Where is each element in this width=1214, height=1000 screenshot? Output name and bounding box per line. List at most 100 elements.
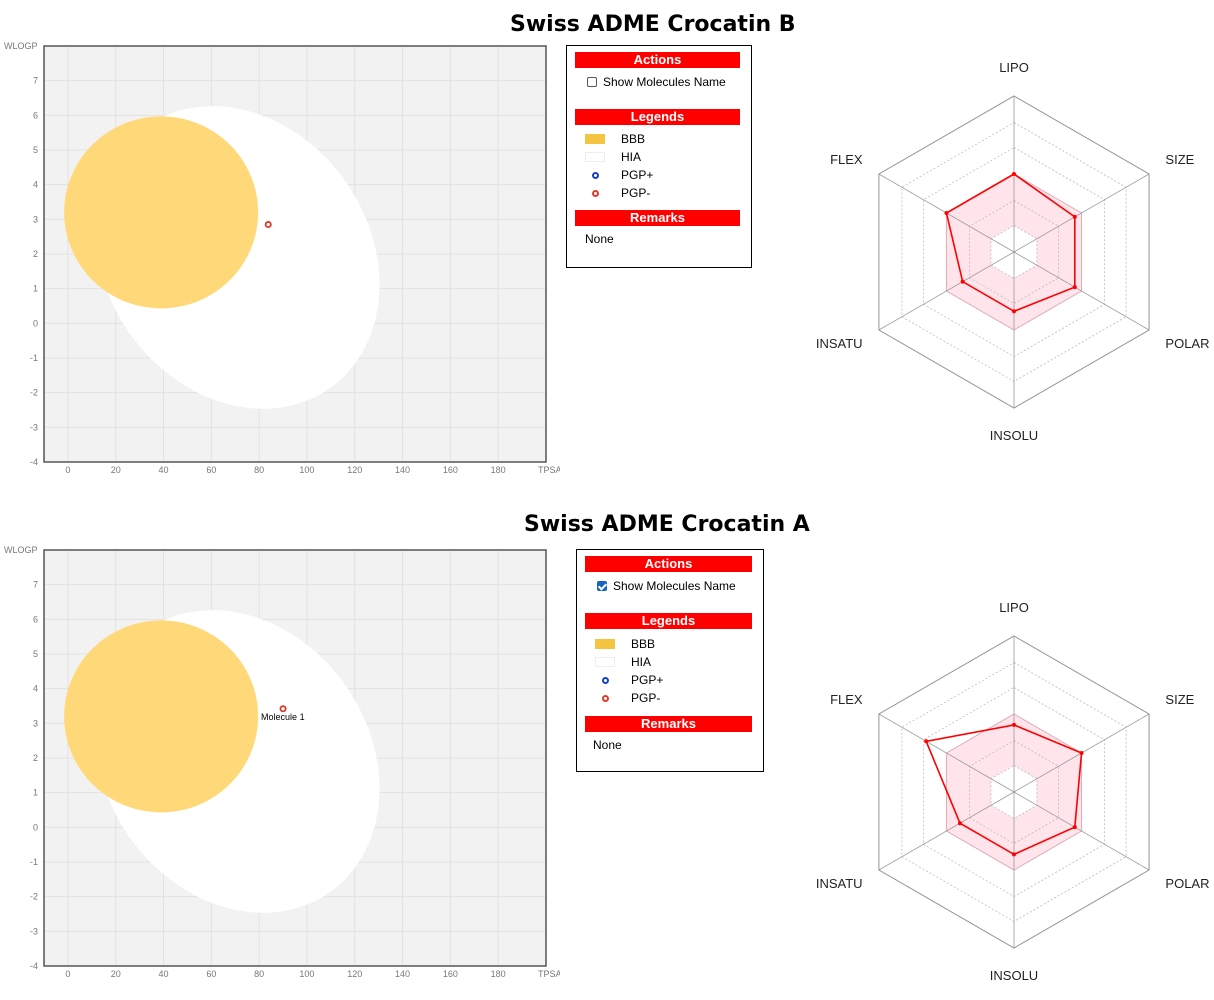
- radar-point: [924, 739, 929, 744]
- actions-header: Actions: [575, 52, 740, 68]
- x-tick-label: 0: [65, 969, 70, 979]
- radar-point: [1012, 852, 1016, 857]
- radar-axis-label: POLAR: [1165, 876, 1209, 891]
- radar-point: [944, 211, 949, 215]
- y-tick-label: 1: [33, 788, 38, 798]
- y-tick-label: 5: [33, 145, 38, 155]
- legend-item-bbb: BBB: [595, 637, 655, 651]
- y-tick-label: -4: [30, 457, 38, 467]
- legend-label-bbb: BBB: [621, 132, 646, 146]
- pgp-minus-circle-icon: [585, 189, 605, 197]
- x-tick-label: 20: [111, 969, 121, 979]
- x-tick-label: 60: [206, 969, 216, 979]
- x-tick-label: 60: [206, 465, 216, 475]
- x-tick-label: 40: [159, 465, 169, 475]
- pgp-plus-circle-icon: [595, 676, 615, 684]
- x-axis-label: TPSA: [538, 465, 560, 475]
- y-tick-label: 0: [33, 318, 38, 328]
- show-molecules-name-label: Show Molecules Name: [613, 579, 736, 593]
- x-tick-label: 0: [65, 465, 70, 475]
- bioavailability-radar-crocatin-b: LIPO SIZE POLAR INSOLU INSATU FLEX: [816, 60, 1210, 443]
- remarks-header: Remarks: [585, 716, 752, 732]
- y-tick-label: 3: [33, 718, 38, 728]
- y-tick-label: -2: [30, 388, 38, 398]
- y-tick-label: 4: [33, 684, 38, 694]
- legend-item-pgp-plus: PGP+: [595, 673, 663, 687]
- x-tick-label: 180: [491, 969, 506, 979]
- radar-point: [1072, 285, 1077, 290]
- y-tick-label: 5: [33, 649, 38, 659]
- radar-spoke: [1013, 251, 1150, 331]
- x-tick-label: 100: [299, 969, 314, 979]
- radar-axis-label: SIZE: [1165, 152, 1194, 167]
- y-tick-label: -3: [30, 422, 38, 432]
- legend-label-hia: HIA: [631, 655, 652, 669]
- x-tick-label: 120: [347, 969, 362, 979]
- radar-axis-label: SIZE: [1165, 692, 1194, 707]
- boiled-egg-plot-crocatin-a: 0 20 40 60 80 100 120 140 160 180 -4 -3 -2 -1 0 1 2 3 4 5 6 7…: [4, 545, 560, 979]
- x-tick-label: 80: [254, 969, 264, 979]
- y-tick-label: -3: [30, 926, 38, 936]
- y-tick-label: 6: [33, 614, 38, 624]
- y-tick-label: 6: [33, 110, 38, 120]
- bbb-swatch: [585, 134, 605, 144]
- radar-outer-frame: [878, 95, 1150, 409]
- checkbox-checked-icon[interactable]: [597, 581, 607, 591]
- hia-swatch: [585, 152, 605, 162]
- y-tick-label: -1: [30, 857, 38, 867]
- legend-item-pgp-minus: PGP-: [585, 186, 650, 200]
- legend-label-bbb: BBB: [631, 637, 656, 651]
- radar-point: [960, 279, 965, 284]
- x-tick-label: 40: [159, 969, 169, 979]
- radar-axis-label: LIPO: [999, 600, 1029, 615]
- bioavailability-radar-crocatin-a: LIPO SIZE POLAR INSOLU INSATU FLEX: [816, 600, 1210, 983]
- x-tick-label: 180: [491, 465, 506, 475]
- boiled-egg-plot-crocatin-b: 0 20 40 60 80 100 120 140 160 180 -4 -3 -2 -1 0 1 2 3 4 5 6 7…: [4, 41, 560, 475]
- y-tick-label: -2: [30, 892, 38, 902]
- radar-axis-label: FLEX: [830, 152, 863, 167]
- show-molecules-name-checkbox[interactable]: Show Molecules Name: [587, 75, 726, 89]
- remarks-value: None: [585, 232, 614, 246]
- checkbox-icon[interactable]: [587, 77, 597, 87]
- legend-label-hia: HIA: [621, 150, 642, 164]
- y-tick-label: -1: [30, 353, 38, 363]
- x-tick-label: 20: [111, 465, 121, 475]
- show-molecules-name-label: Show Molecules Name: [603, 75, 726, 89]
- molecule-point: [264, 221, 272, 229]
- x-tick-label: 160: [443, 465, 458, 475]
- legend-item-bbb: BBB: [585, 132, 645, 146]
- x-tick-label: 100: [299, 465, 314, 475]
- hia-swatch: [595, 657, 615, 667]
- radar-axis-label: INSOLU: [990, 428, 1038, 443]
- legend-item-hia: HIA: [585, 150, 641, 164]
- radar-axis-label: FLEX: [830, 692, 863, 707]
- legends-header: Legends: [575, 109, 740, 125]
- actions-header: Actions: [585, 556, 752, 572]
- legend-label-pgp-minus: PGP-: [621, 186, 651, 200]
- radar-point: [1072, 825, 1077, 830]
- x-tick-label: 160: [443, 969, 458, 979]
- y-tick-label: 0: [33, 822, 38, 832]
- y-tick-label: 2: [33, 249, 38, 259]
- radar-point: [1072, 214, 1077, 219]
- x-tick-label: 120: [347, 465, 362, 475]
- radar-spoke: [1013, 791, 1150, 871]
- legend-item-pgp-plus: PGP+: [585, 168, 653, 182]
- y-tick-label: 1: [33, 284, 38, 294]
- radar-point: [1079, 751, 1084, 755]
- y-tick-label: 7: [33, 580, 38, 590]
- x-tick-label: 80: [254, 465, 264, 475]
- pgp-minus-circle-icon: [595, 694, 615, 702]
- radar-spoke: [878, 713, 1015, 793]
- radar-point: [1012, 722, 1016, 727]
- legend-item-pgp-minus: PGP-: [595, 691, 660, 705]
- remarks-value: None: [593, 738, 622, 752]
- radar-point: [1012, 172, 1016, 176]
- molecule-point: [279, 705, 287, 713]
- radar-axis-label: INSATU: [816, 876, 863, 891]
- y-tick-label: 3: [33, 214, 38, 224]
- y-axis-label: WLOGP: [4, 545, 38, 555]
- molecule-label: Molecule 1: [261, 712, 305, 722]
- remarks-header: Remarks: [575, 210, 740, 226]
- show-molecules-name-checkbox[interactable]: Show Molecules Name: [597, 579, 736, 593]
